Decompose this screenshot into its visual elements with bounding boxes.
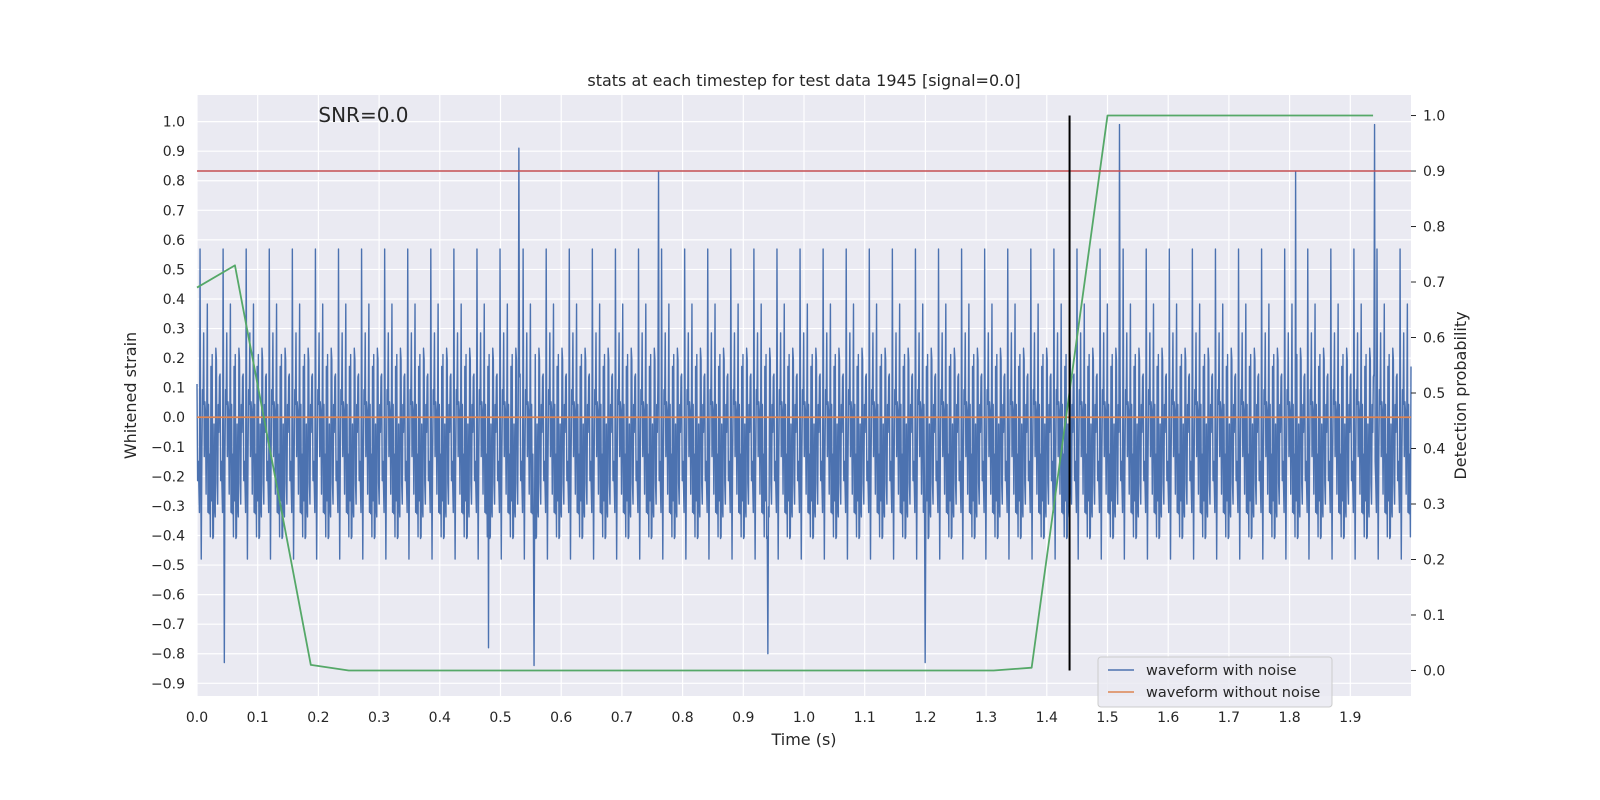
x-tick-label: 1.2 — [914, 710, 936, 726]
legend-label: waveform with noise — [1146, 663, 1297, 679]
y-tick-label-right: 0.9 — [1423, 164, 1445, 180]
x-tick-label: 1.7 — [1218, 710, 1240, 726]
x-tick-label: 0.4 — [429, 710, 451, 726]
legend-label: waveform without noise — [1146, 685, 1320, 701]
x-tick-label: 0.6 — [550, 710, 572, 726]
snr-annotation: SNR=0.0 — [318, 103, 408, 127]
x-tick-label: 1.5 — [1096, 710, 1118, 726]
chart-title: stats at each timestep for test data 194… — [587, 71, 1020, 90]
y-tick-label-right: 0.5 — [1423, 386, 1445, 402]
x-tick-label: 1.9 — [1339, 710, 1361, 726]
series-layer — [196, 114, 1412, 672]
x-tick-label: 1.4 — [1036, 710, 1058, 726]
y-tick-label-left: 0.5 — [163, 262, 185, 278]
legend-box — [1097, 656, 1333, 708]
x-tick-label: 0.5 — [489, 710, 511, 726]
y-tick-label-left: 0.9 — [163, 144, 185, 160]
y-tick-label-left: 1.0 — [163, 115, 185, 131]
x-tick-label: 1.1 — [854, 710, 876, 726]
y-tick-label-left: 0.7 — [163, 203, 185, 219]
y-tick-label-left: −0.8 — [151, 647, 185, 663]
x-tick-label: 1.0 — [793, 710, 815, 726]
y-tick-label-right: 0.2 — [1423, 552, 1445, 568]
y-tick-label-left: −0.3 — [151, 499, 185, 515]
x-tick-label: 0.1 — [247, 710, 269, 726]
x-tick-label: 0.7 — [611, 710, 633, 726]
y-tick-label-right: 0.6 — [1423, 331, 1445, 347]
y-tick-label-left: −0.7 — [151, 617, 185, 633]
y-tick-label-left: −0.6 — [151, 588, 185, 604]
y-tick-label-left: 0.0 — [163, 410, 185, 426]
y-tick-label-right: 0.1 — [1423, 608, 1445, 624]
y-tick-label-right: 1.0 — [1423, 109, 1445, 125]
series-waveform-with-noise — [196, 123, 1412, 667]
x-tick-label: 1.3 — [975, 710, 997, 726]
y-tick-label-left: −0.9 — [151, 676, 185, 692]
x-tick-label: 0.0 — [186, 710, 208, 726]
y-tick-label-left: 0.3 — [163, 322, 185, 338]
x-tick-label: 0.8 — [671, 710, 693, 726]
y-tick-label-right: 0.3 — [1423, 497, 1445, 513]
y-tick-label-left: 0.4 — [163, 292, 185, 308]
legend: waveform with noise waveform without nois… — [1097, 656, 1333, 708]
x-axis-label: Time (s) — [770, 730, 836, 749]
y-tick-label-left: −0.5 — [151, 558, 185, 574]
y-tick-label-left: −0.4 — [151, 528, 185, 544]
y-tick-label-left: 0.2 — [163, 351, 185, 367]
y-tick-label-left: −0.1 — [151, 440, 185, 456]
x-tick-label: 1.8 — [1278, 710, 1300, 726]
y-tick-label-left: 0.1 — [163, 381, 185, 397]
x-tick-label: 0.9 — [732, 710, 754, 726]
y-tick-label-left: 0.8 — [163, 174, 185, 190]
y-tick-label-right: 0.4 — [1423, 441, 1445, 457]
x-tick-label: 1.6 — [1157, 710, 1179, 726]
y-tick-label-right: 0.7 — [1423, 275, 1445, 291]
y-tick-label-right: 0.8 — [1423, 220, 1445, 236]
y-axis-label-right: Detection probability — [1451, 311, 1470, 479]
x-tick-label: 0.2 — [307, 710, 329, 726]
y-tick-label-right: 0.0 — [1423, 663, 1445, 679]
y-tick-label-left: −0.2 — [151, 469, 185, 485]
series-probability — [196, 114, 1374, 672]
x-tick-label: 0.3 — [368, 710, 390, 726]
ticks-layer: 0.0 0.1 0.2 0.3 0.4 0.5 0.6 0.7 0.8 0.9 1.0 1.1 1.2 1… — [151, 109, 1445, 726]
y-axis-label-left: Whitened strain — [121, 332, 140, 459]
y-tick-label-left: 0.6 — [163, 233, 185, 249]
